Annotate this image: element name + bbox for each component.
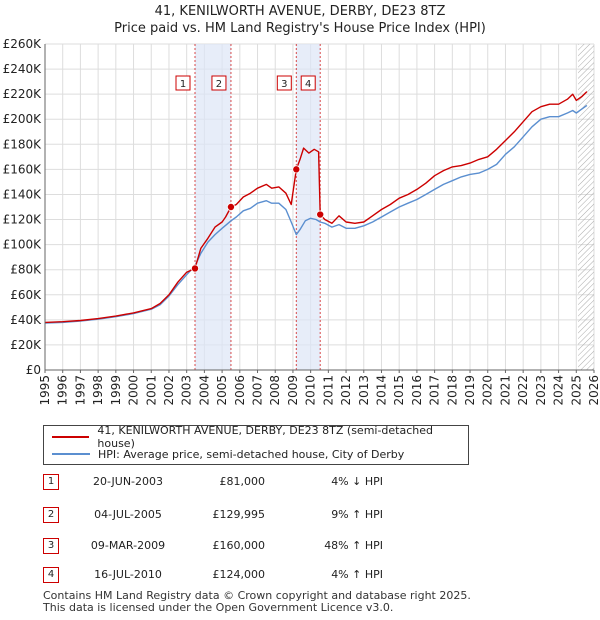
transaction-price: £81,000 [219, 475, 266, 488]
x-tick-label: 2005 [215, 375, 229, 406]
transaction-number: 2 [43, 507, 59, 523]
x-tick-label: 2020 [481, 375, 495, 406]
y-tick-label: £140K [3, 187, 43, 201]
legend-label-hpi: HPI: Average price, semi-detached house,… [98, 447, 405, 461]
x-tick-label: 1997 [73, 375, 87, 406]
sale-point [316, 210, 325, 219]
x-tick-label: 2010 [304, 375, 318, 406]
y-tick-label: £160K [3, 162, 43, 176]
x-tick-label: 2012 [339, 375, 353, 406]
y-tick-label: £260K [3, 37, 43, 51]
x-tick-label: 2015 [392, 375, 406, 406]
sale-point [226, 203, 235, 212]
chart-subtitle: Price paid vs. HM Land Registry's House … [114, 21, 486, 36]
x-tick-label: 2011 [321, 375, 335, 406]
x-tick-label: 2013 [357, 375, 371, 406]
x-tick-label: 2024 [552, 375, 566, 406]
x-tick-label: 2004 [197, 375, 211, 406]
x-tick-label: 2002 [162, 375, 176, 406]
chart-title: 41, KENILWORTH AVENUE, DERBY, DE23 8TZ [154, 4, 446, 19]
price-chart: 1 2 3 4 £0 £20K £40K £60K £80K £100K £120K £140K £1… [3, 37, 600, 406]
legend-item-hpi: HPI: Average price, semi-detached house,… [52, 446, 404, 462]
x-tick-label: 2021 [498, 375, 512, 406]
y-tick-label: £40K [10, 313, 42, 327]
transaction-price: £124,000 [212, 568, 266, 581]
transaction-date: 04-JUL-2005 [94, 508, 162, 521]
x-tick-label: 2022 [516, 375, 530, 406]
x-tick-label: 2014 [374, 375, 388, 406]
x-tick-label: 2009 [286, 375, 300, 406]
transaction-hpi: 4% ↑ HPI [331, 568, 383, 581]
y-tick-label: £220K [3, 87, 43, 101]
sale-label: 4 [305, 79, 311, 90]
transaction-date: 16-JUL-2010 [94, 568, 162, 581]
x-tick-label: 2008 [268, 375, 282, 406]
x-tick-label: 1996 [56, 375, 70, 406]
y-tick-label: £0 [26, 363, 41, 377]
transaction-row: 4 16-JUL-2010 £124,000 4% ↑ HPI [43, 567, 563, 585]
chart-legend: 41, KENILWORTH AVENUE, DERBY, DE23 8TZ (… [43, 424, 469, 465]
footer-copyright: Contains HM Land Registry data © Crown c… [43, 589, 471, 602]
transaction-price: £160,000 [212, 539, 266, 552]
y-tick-label: £200K [3, 112, 43, 126]
y-tick-label: £20K [10, 338, 42, 352]
y-tick-label: £60K [10, 288, 42, 302]
sale-label-box [211, 75, 227, 91]
x-tick-label: 2003 [180, 375, 194, 406]
y-tick-label: £100K [3, 238, 43, 252]
sale-label: 3 [281, 79, 287, 90]
x-tick-label: 2026 [587, 375, 600, 406]
legend-label-property: 41, KENILWORTH AVENUE, DERBY, DE23 8TZ (… [97, 424, 434, 450]
transaction-row: 1 20-JUN-2003 £81,000 4% ↓ HPI [43, 474, 563, 492]
x-tick-label: 2023 [534, 375, 548, 406]
legend-swatch-hpi [52, 453, 90, 455]
sale-label: 2 [216, 79, 222, 90]
transaction-date: 09-MAR-2009 [90, 539, 166, 552]
x-tick-label: 2016 [410, 375, 424, 406]
legend-swatch-property [52, 436, 90, 438]
y-tick-label: £120K [3, 213, 43, 227]
transaction-hpi: 48% ↑ HPI [324, 539, 383, 552]
transaction-date: 20-JUN-2003 [92, 475, 164, 488]
y-tick-label: £180K [3, 137, 43, 151]
ownership-span [296, 44, 321, 370]
sale-label-box [300, 75, 316, 91]
y-tick-label: £80K [10, 263, 42, 277]
sale-point [292, 165, 301, 174]
x-tick-label: 2007 [251, 375, 265, 406]
legend-item-property: 41, KENILWORTH AVENUE, DERBY, DE23 8TZ (… [52, 424, 468, 450]
transaction-price: £129,995 [212, 508, 266, 521]
x-tick-label: 2025 [569, 375, 583, 406]
transaction-number: 4 [43, 567, 59, 583]
x-tick-label: 2018 [445, 375, 459, 406]
transaction-row: 2 04-JUL-2005 £129,995 9% ↑ HPI [43, 507, 563, 525]
transaction-hpi: 4% ↓ HPI [331, 475, 383, 488]
x-tick-label: 2001 [144, 375, 158, 406]
x-tick-label: 1998 [91, 375, 105, 406]
footer-licence: This data is licensed under the Open Gov… [43, 601, 394, 614]
transaction-hpi: 9% ↑ HPI [331, 508, 383, 521]
x-tick-label: 1995 [38, 375, 52, 406]
x-tick-label: 1999 [109, 375, 123, 406]
x-tick-label: 2019 [463, 375, 477, 406]
x-tick-label: 2006 [233, 375, 247, 406]
sale-label: 1 [180, 79, 186, 90]
x-tick-label: 2017 [428, 375, 442, 406]
sale-label-box [276, 75, 292, 91]
sale-point [191, 264, 200, 273]
transaction-row: 3 09-MAR-2009 £160,000 48% ↑ HPI [43, 538, 563, 556]
sale-label-box [175, 75, 191, 91]
ownership-span [195, 44, 231, 370]
forecast-hatch [578, 44, 594, 370]
transaction-number: 3 [43, 538, 59, 554]
y-tick-label: £240K [3, 62, 43, 76]
x-tick-label: 2000 [127, 375, 141, 406]
transaction-number: 1 [43, 474, 59, 490]
